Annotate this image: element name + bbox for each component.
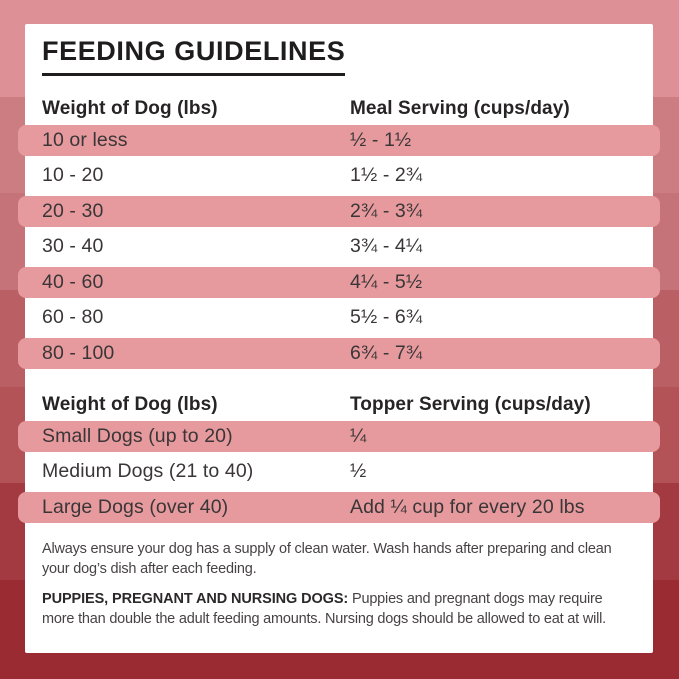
table-row: 80 - 100 6¾ - 7¾: [18, 337, 660, 369]
puppies-pregnant-note-text: Puppies and pregnant dogs may require mo…: [42, 590, 606, 627]
table-row: Medium Dogs (21 to 40) ½: [18, 456, 660, 487]
table-row: 40 - 60 4¼ - 5½: [18, 266, 660, 298]
serving-cell: 1½ - 2¾: [350, 164, 423, 187]
table-row: 60 - 80 5½ - 6¾: [18, 302, 660, 333]
guidelines-card: FEEDING GUIDELINES Weight of Dog (lbs) M…: [18, 24, 660, 653]
meal-serving-column-header: Meal Serving (cups/day): [350, 97, 570, 119]
meal-table-header: Weight of Dog (lbs) Meal Serving (cups/d…: [25, 96, 653, 122]
serving-cell: 3¾ - 4¼: [350, 235, 423, 258]
weight-column-header: Weight of Dog (lbs): [42, 97, 218, 119]
table-row: 10 or less ½ - 1½: [18, 124, 660, 156]
topper-table-header: Weight of Dog (lbs) Topper Serving (cups…: [25, 392, 653, 418]
serving-cell: ¼: [350, 424, 367, 447]
serving-cell: 4¼ - 5½: [350, 270, 423, 293]
table-row: 10 - 20 1½ - 2¾: [18, 160, 660, 191]
table-row: 30 - 40 3¾ - 4¼: [18, 231, 660, 262]
table-row: 20 - 30 2¾ - 3¾: [18, 195, 660, 227]
weight-cell: 10 - 20: [42, 164, 104, 187]
weight-cell: 40 - 60: [42, 270, 104, 293]
serving-cell: 2¾ - 3¾: [350, 199, 423, 222]
meal-serving-table: Weight of Dog (lbs) Meal Serving (cups/d…: [18, 96, 660, 369]
weight-cell: Medium Dogs (21 to 40): [42, 460, 254, 483]
weight-cell: 10 or less: [42, 128, 128, 151]
topper-serving-column-header: Topper Serving (cups/day): [350, 393, 591, 415]
serving-cell: ½ - 1½: [350, 128, 412, 151]
weight-cell: 80 - 100: [42, 341, 115, 364]
weight-cell: 30 - 40: [42, 235, 104, 258]
page-title: FEEDING GUIDELINES: [42, 36, 346, 76]
topper-serving-table: Weight of Dog (lbs) Topper Serving (cups…: [18, 392, 660, 523]
weight-cell: 60 - 80: [42, 306, 104, 329]
table-row: Large Dogs (over 40) Add ¼ cup for every…: [18, 491, 660, 523]
weight-cell: Small Dogs (up to 20): [42, 424, 233, 447]
weight-cell: Large Dogs (over 40): [42, 495, 229, 518]
serving-cell: ½: [350, 460, 367, 483]
table-row: Small Dogs (up to 20) ¼: [18, 420, 660, 452]
puppies-pregnant-note: PUPPIES, PREGNANT AND NURSING DOGS: Pupp…: [42, 589, 633, 629]
puppies-pregnant-note-label: PUPPIES, PREGNANT AND NURSING DOGS:: [42, 590, 349, 607]
serving-cell: 5½ - 6¾: [350, 306, 423, 329]
serving-cell: Add ¼ cup for every 20 lbs: [350, 495, 585, 518]
footnotes: Always ensure your dog has a supply of c…: [42, 539, 633, 629]
weight-cell: 20 - 30: [42, 199, 104, 222]
clean-water-note: Always ensure your dog has a supply of c…: [42, 540, 612, 577]
serving-cell: 6¾ - 7¾: [350, 341, 423, 364]
weight-column-header: Weight of Dog (lbs): [42, 393, 218, 415]
